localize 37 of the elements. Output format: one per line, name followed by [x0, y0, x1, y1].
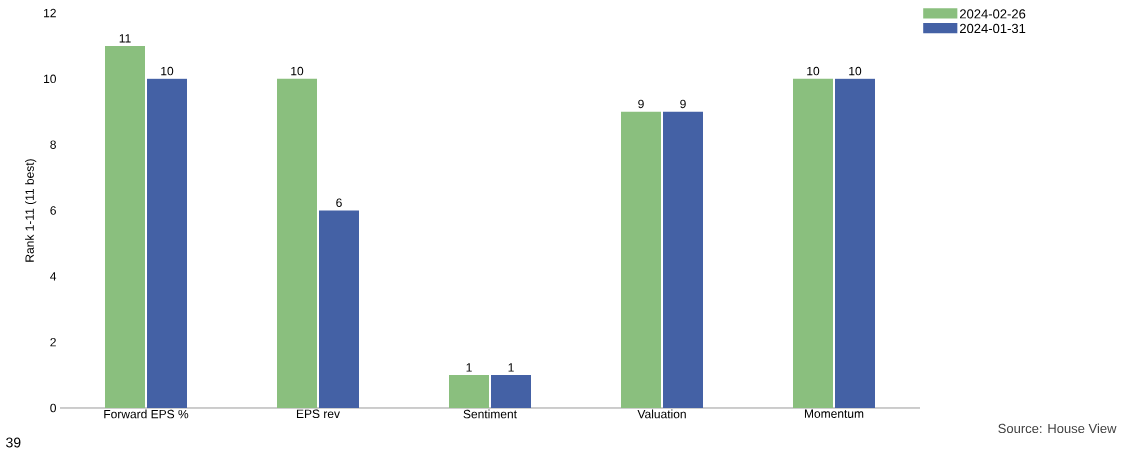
data-label: 9 — [638, 99, 644, 109]
data-label: 1 — [466, 363, 472, 372]
y-tick-label: 10 — [44, 74, 56, 84]
bar — [105, 45, 145, 408]
data-label: 6 — [336, 198, 342, 207]
x-tick-label: EPS rev — [296, 409, 340, 419]
data-label: 10 — [849, 66, 862, 76]
data-label: 10 — [807, 66, 820, 76]
legend-label: 2024-01-31 — [960, 23, 1026, 34]
y-tick-label: 12 — [44, 8, 56, 18]
y-axis-title: Rank 1-11 (11 best) — [25, 159, 37, 262]
bar — [793, 78, 833, 408]
y-tick-label: 0 — [50, 403, 56, 413]
data-label: 10 — [291, 66, 304, 76]
bar — [663, 111, 703, 408]
x-tick-label: Momentum — [804, 409, 864, 418]
bar — [621, 111, 661, 408]
data-label: 10 — [161, 66, 174, 76]
legend-label: 2024-02-26 — [960, 9, 1026, 19]
y-tick-label: 8 — [50, 140, 56, 149]
x-tick-label: Forward EPS % — [104, 409, 189, 419]
x-tick-label: Sentiment — [463, 409, 517, 419]
y-tick-label: 6 — [50, 206, 56, 215]
y-tick-label: 2 — [50, 337, 56, 347]
bar — [449, 375, 489, 408]
bar — [319, 210, 359, 408]
bar — [277, 78, 317, 408]
bar — [491, 375, 531, 408]
data-label: 9 — [680, 99, 686, 109]
source-note: Source: House View — [998, 423, 1117, 434]
text: 39 — [6, 437, 21, 448]
bar — [147, 78, 187, 408]
bar — [835, 78, 875, 408]
x-tick-label: Valuation — [637, 409, 686, 419]
data-label: 11 — [119, 34, 131, 43]
data-label: 1 — [508, 363, 514, 372]
y-tick-label: 4 — [50, 272, 57, 281]
